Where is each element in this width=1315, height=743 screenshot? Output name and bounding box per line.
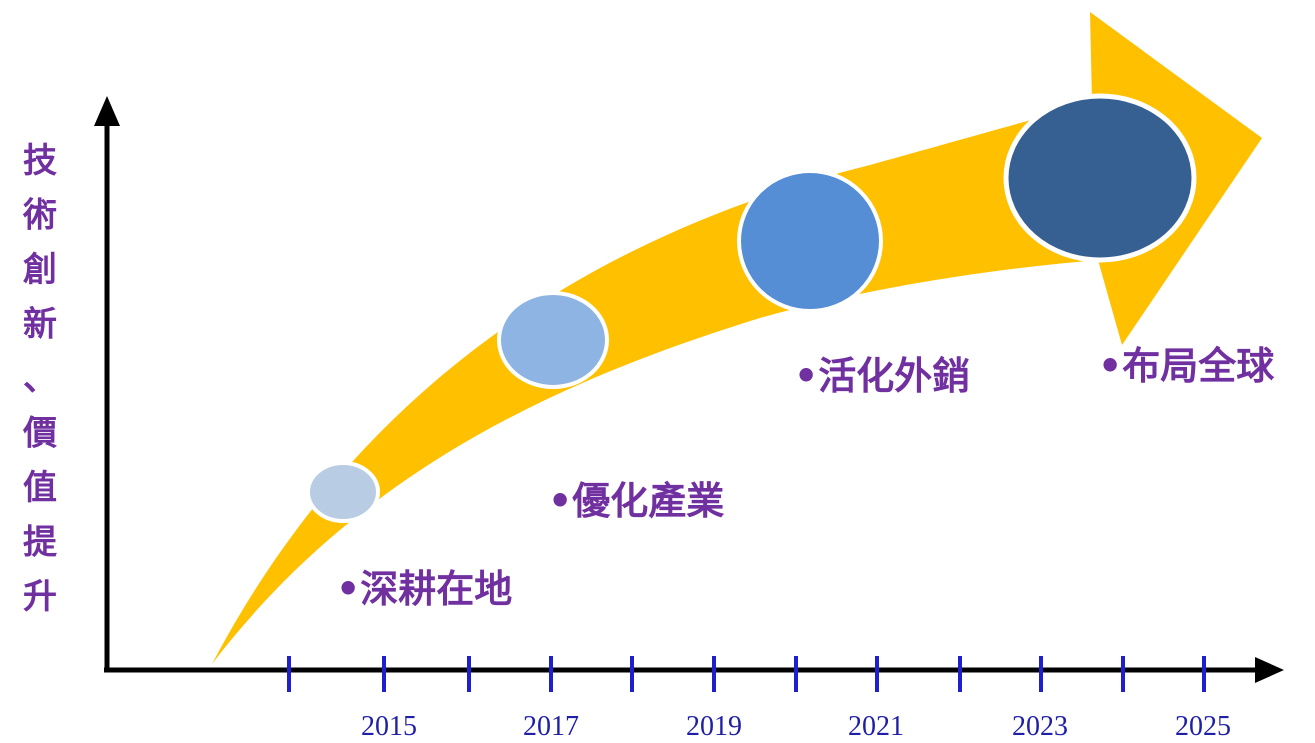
stage-circle-1 [306, 461, 380, 523]
stage-label-4: •布局全球 [1098, 344, 1275, 388]
x-axis-arrowhead [1255, 657, 1284, 683]
year-label: 2017 [523, 711, 579, 742]
year-labels: 2015 2017 2019 2021 2023 2025 [361, 711, 1231, 742]
growth-arrow [212, 12, 1262, 664]
axes [94, 96, 1284, 683]
y-axis-arrowhead [94, 96, 120, 126]
stage-labels: •深耕在地 •優化產業 •活化外銷 •布局全球 [336, 344, 1275, 611]
year-label: 2021 [848, 711, 904, 742]
stage-label-1: •深耕在地 [336, 567, 512, 611]
x-axis-ticks [287, 656, 1206, 692]
stage-circles [306, 93, 1197, 523]
stage-circle-3 [737, 169, 883, 313]
stage-circle-2 [497, 291, 609, 389]
year-label: 2019 [686, 711, 742, 742]
stage-label-2: •優化產業 [548, 479, 724, 523]
year-label: 2015 [361, 711, 417, 742]
year-label: 2025 [1175, 711, 1231, 742]
year-label: 2023 [1012, 711, 1068, 742]
y-axis-label: 技術創新、價值提升 [22, 141, 57, 617]
stage-circle-4 [1003, 93, 1197, 263]
stage-label-3: •活化外銷 [794, 354, 970, 398]
